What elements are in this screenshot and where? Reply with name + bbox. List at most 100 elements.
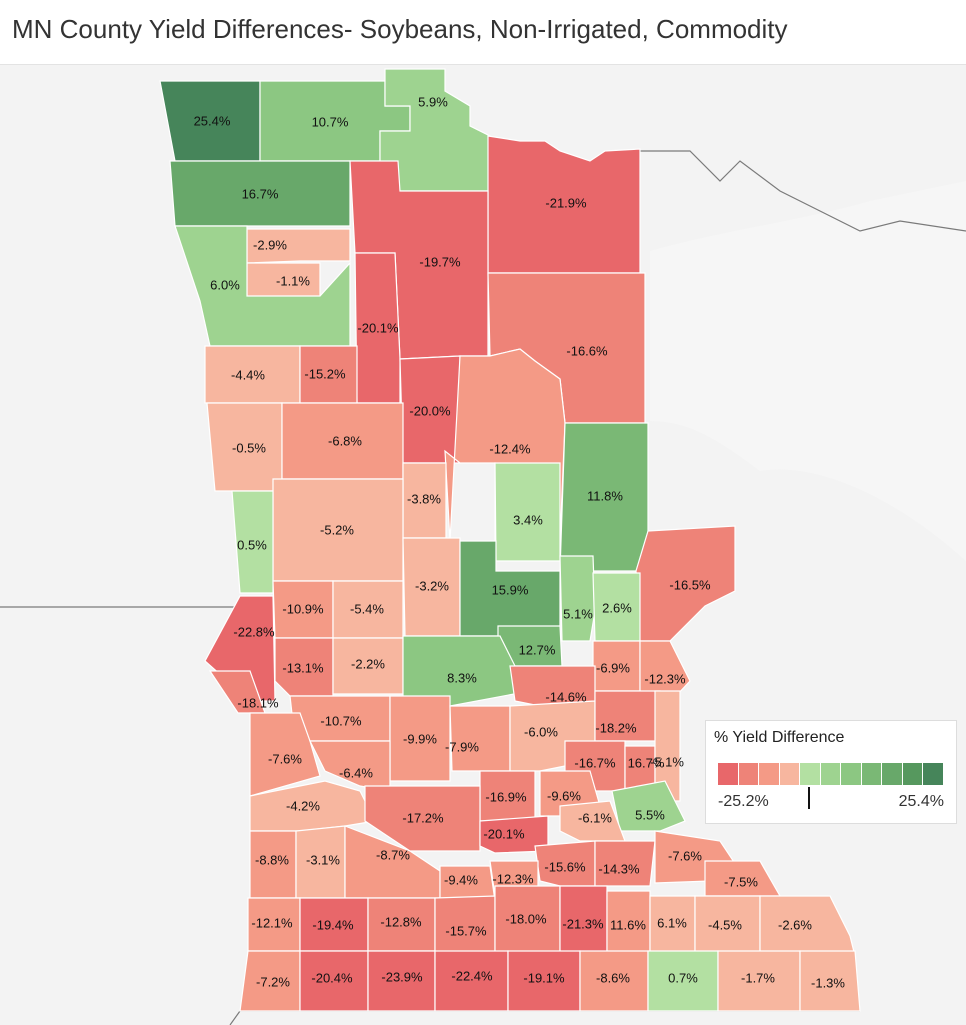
county-value-label: -15.2% <box>304 366 346 381</box>
county-value-label: -20.0% <box>409 403 451 418</box>
canada-us-border <box>640 150 966 232</box>
legend-swatch <box>861 763 882 785</box>
county-value-label: -3.1% <box>306 852 340 867</box>
county-value-label: 25.4% <box>194 113 231 128</box>
county-value-label: -7.6% <box>668 848 702 863</box>
legend-zero-marker <box>808 787 810 809</box>
county-value-label: 0.5% <box>237 537 267 552</box>
county-region[interactable] <box>174 225 351 347</box>
legend-title: % Yield Difference <box>714 729 845 746</box>
county-region[interactable] <box>249 712 321 797</box>
county-value-label: 16.7% <box>628 755 665 770</box>
county-value-label: -5.2% <box>320 522 354 537</box>
county-value-label: 15.9% <box>492 582 529 597</box>
county-value-label: -9.9% <box>403 731 437 746</box>
county-value-label: 12.7% <box>519 642 556 657</box>
legend-swatch <box>718 763 738 785</box>
county-value-label: 2.6% <box>602 600 632 615</box>
legend-swatch <box>841 763 861 785</box>
county-value-label: -12.1% <box>251 915 293 930</box>
county-value-label: 6.1% <box>657 915 687 930</box>
county-value-label: 5.1% <box>563 606 593 621</box>
county-value-label: -6.4% <box>339 765 373 780</box>
county-value-label: 16.7% <box>242 186 279 201</box>
county-region[interactable] <box>479 815 549 854</box>
county-value-label: -20.1% <box>357 320 399 335</box>
county-value-label: -7.9% <box>445 739 479 754</box>
county-value-label: -15.7% <box>445 923 487 938</box>
county-value-label: -21.3% <box>562 916 604 931</box>
county-value-label: -9.6% <box>547 788 581 803</box>
page-title: MN County Yield Differences- Soybeans, N… <box>12 14 788 44</box>
county-value-label: -0.5% <box>232 440 266 455</box>
county-value-label: -23.9% <box>381 969 423 984</box>
county-value-label: -3.8% <box>407 491 441 506</box>
county-value-label: -1.1% <box>276 273 310 288</box>
county-value-label: -20.4% <box>311 970 353 985</box>
county-value-label: -4.5% <box>708 917 742 932</box>
county-value-label: -7.5% <box>724 874 758 889</box>
county-value-label: -12.4% <box>489 441 531 456</box>
county-region[interactable] <box>799 950 861 1012</box>
county-value-label: -10.7% <box>320 713 362 728</box>
county-value-label: -18.0% <box>505 911 547 926</box>
county-value-label: -19.4% <box>312 917 354 932</box>
county-value-label: -14.6% <box>545 689 587 704</box>
legend-swatch <box>902 763 923 785</box>
county-value-label: -2.9% <box>253 237 287 252</box>
legend-color-ramp <box>718 763 944 785</box>
county-value-label: -10.9% <box>282 601 324 616</box>
county-value-label: -17.2% <box>402 810 444 825</box>
county-value-label: -20.1% <box>483 826 525 841</box>
county-value-label: 5.9% <box>418 94 448 109</box>
county-value-label: -19.7% <box>419 254 461 269</box>
county-region[interactable] <box>594 840 656 887</box>
county-value-label: -22.8% <box>233 624 275 639</box>
county-value-label: -21.9% <box>545 195 587 210</box>
county-value-label: -6.9% <box>596 660 630 675</box>
county-value-label: -18.1% <box>237 695 279 710</box>
county-value-label: 0.7% <box>668 970 698 985</box>
county-value-label: -13.1% <box>282 660 324 675</box>
county-region[interactable] <box>639 640 691 697</box>
legend-swatch <box>882 763 902 785</box>
county-value-label: -9.4% <box>444 872 478 887</box>
county-value-label: -2.2% <box>351 656 385 671</box>
county-value-label: 5.5% <box>635 807 665 822</box>
county-value-label: -19.1% <box>523 970 565 985</box>
legend-swatch <box>779 763 800 785</box>
county-value-label: -6.1% <box>578 810 612 825</box>
county-region[interactable] <box>364 785 481 852</box>
county-value-label: -16.6% <box>566 343 608 358</box>
county-value-label: -8.6% <box>596 970 630 985</box>
county-value-label: 6.0% <box>210 277 240 292</box>
county-value-label: -5.4% <box>350 601 384 616</box>
county-value-label: -8.7% <box>376 847 410 862</box>
county-value-label: -12.3% <box>492 871 534 886</box>
county-value-label: -8.8% <box>255 852 289 867</box>
minnesota-county-map[interactable]: 25.4% 10.7% 5.9% 16.7% -21.9% -2.9% -1.1% 6.0% -… <box>0 65 966 1025</box>
legend: % Yield Difference -25.2% 25.4% <box>705 720 957 824</box>
county-value-label: 8.3% <box>447 670 477 685</box>
county-value-label: 3.4% <box>513 512 543 527</box>
county-value-label: -14.3% <box>598 861 640 876</box>
legend-swatch <box>738 763 759 785</box>
county-region[interactable] <box>169 160 351 227</box>
county-value-label: -6.0% <box>524 724 558 739</box>
legend-swatch <box>820 763 841 785</box>
county-value-label: -18.2% <box>595 720 637 735</box>
county-value-label: 11.8% <box>587 488 623 503</box>
county-value-label: -7.2% <box>256 974 290 989</box>
county-region[interactable] <box>654 690 681 802</box>
county-value-label: 10.7% <box>312 114 349 129</box>
county-region[interactable] <box>559 555 596 642</box>
county-value-label: -16.9% <box>485 789 527 804</box>
county-value-label: -2.6% <box>778 917 812 932</box>
county-value-label: -16.5% <box>669 577 711 592</box>
county-region[interactable] <box>759 895 856 957</box>
county-value-label: -4.2% <box>286 798 320 813</box>
county-value-label: -1.7% <box>741 970 775 985</box>
county-value-label: -22.4% <box>451 968 493 983</box>
county-value-label: -7.6% <box>268 751 302 766</box>
map-view[interactable]: 25.4% 10.7% 5.9% 16.7% -21.9% -2.9% -1.1% 6.0% -… <box>0 64 966 1025</box>
